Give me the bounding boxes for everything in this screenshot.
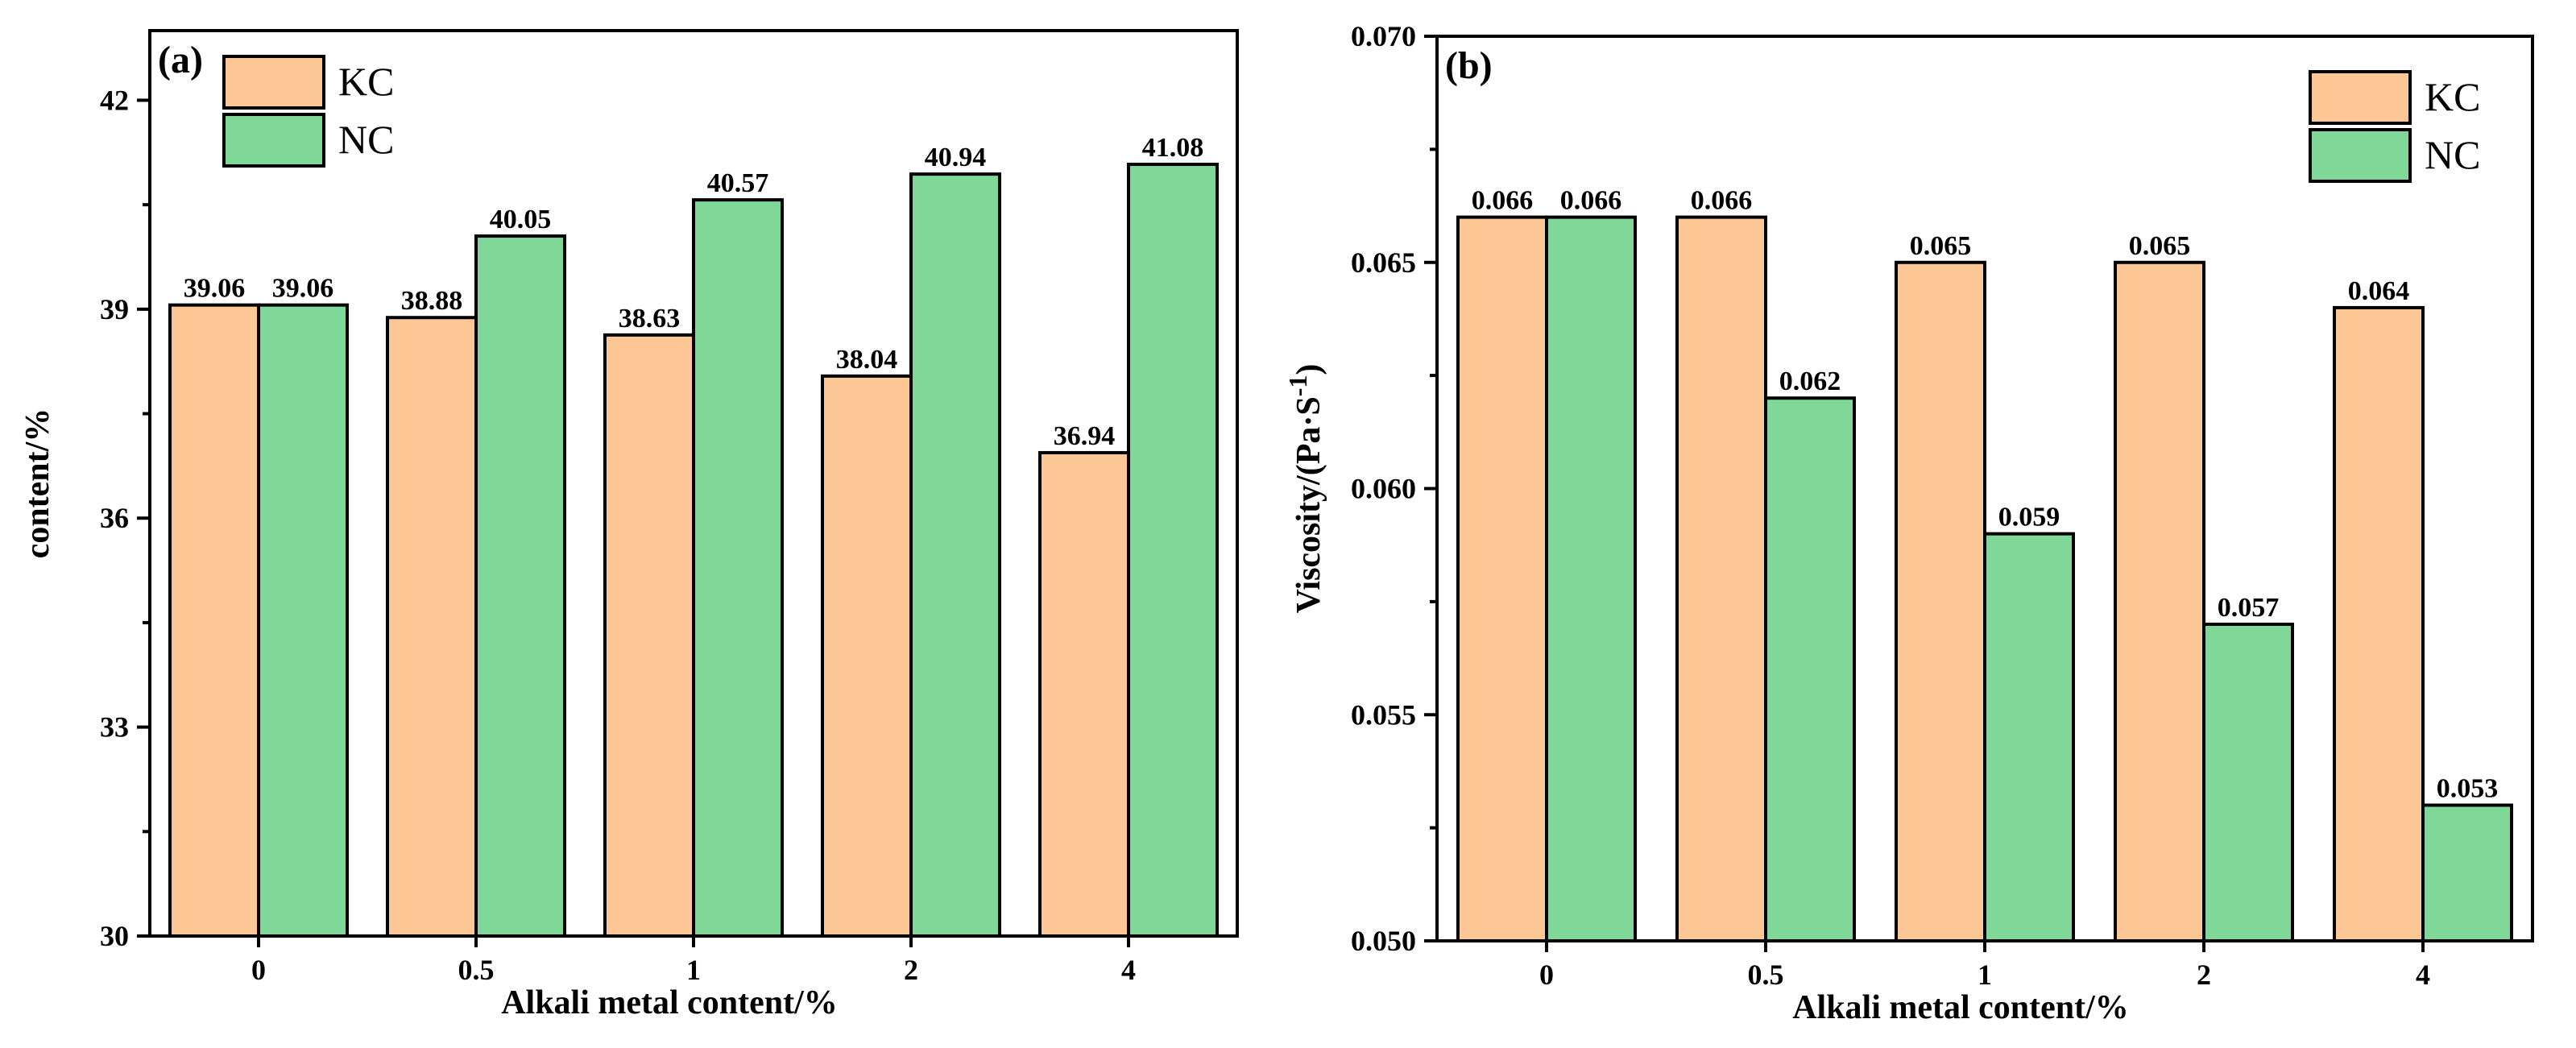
panel-label: (b) (1445, 44, 1493, 87)
x-tick-label: 0.5 (458, 954, 495, 986)
bar-nc-2 (2202, 622, 2294, 942)
bar-kc-1 (603, 333, 695, 938)
y-tick-label: 42 (100, 84, 129, 116)
x-tick-label: 0 (251, 954, 266, 986)
x-axis-title: Alkali metal content/% (501, 984, 838, 1021)
x-tick-label: 2 (2197, 959, 2211, 991)
bar-nc-0 (1545, 215, 1637, 943)
y-axis-title-close: ) (1290, 364, 1327, 375)
bar-nc-0.5 (1764, 396, 1856, 942)
y-tick-label: 0.060 (1351, 473, 1416, 505)
data-label-kc-2: 0.065 (2129, 231, 2191, 261)
data-label-nc-2: 40.94 (925, 143, 987, 172)
data-label-nc-0: 0.066 (1560, 186, 1622, 216)
bar-kc-4 (1038, 450, 1130, 938)
data-label-nc-1: 0.059 (1998, 503, 2060, 532)
data-label-nc-0.5: 0.062 (1779, 367, 1841, 396)
data-label-kc-1: 38.63 (619, 304, 681, 333)
data-label-nc-2: 0.057 (2218, 593, 2280, 623)
y-tick-label: 0.070 (1351, 20, 1416, 52)
chart-panel-b: 0.066 0.066 0.065 0.065 0.064 0.066 0.062 0.059… (1283, 20, 2534, 1026)
y-tick-label: 30 (100, 920, 129, 952)
bar-kc-0.5 (1675, 215, 1767, 943)
x-tick-label: 4 (1121, 954, 1136, 986)
data-label-kc-4: 0.064 (2348, 276, 2410, 306)
y-tick-label: 0.065 (1351, 246, 1416, 279)
legend-swatch-kc (2309, 70, 2412, 125)
bar-nc-2 (909, 172, 1001, 938)
panel-label: (a) (158, 39, 203, 81)
bar-kc-0 (168, 303, 260, 938)
bar-nc-0 (257, 303, 349, 938)
data-label-nc-4: 41.08 (1142, 133, 1204, 163)
bar-kc-0 (1456, 215, 1548, 943)
legend-label-kc: KC (338, 59, 394, 104)
data-label-kc-0.5: 38.88 (401, 286, 463, 316)
legend-swatch-nc (2309, 128, 2412, 183)
bar-kc-4 (2333, 305, 2425, 942)
y-tick-label: 0.050 (1351, 925, 1416, 957)
bar-nc-0.5 (474, 234, 566, 938)
legend-swatch-kc (222, 55, 325, 110)
legend-label-kc: KC (2425, 74, 2480, 119)
y-axis-title: content/% (19, 408, 56, 559)
y-axis-title-main: Viscosity/(Pa·S (1290, 396, 1327, 613)
legend-swatch-nc (222, 113, 325, 168)
data-label-kc-1: 0.065 (1910, 231, 1972, 261)
data-label-nc-0.5: 40.05 (490, 205, 552, 234)
bar-kc-1 (1895, 260, 1986, 942)
bar-nc-1 (692, 198, 784, 938)
bar-kc-2 (821, 374, 913, 938)
data-label-kc-0: 39.06 (184, 274, 246, 304)
bar-nc-4 (1127, 163, 1219, 938)
bar-kc-2 (2114, 260, 2205, 942)
data-label-kc-0.5: 0.066 (1691, 186, 1753, 216)
data-label-nc-0: 39.06 (272, 274, 334, 304)
y-tick-label: 36 (100, 502, 129, 534)
x-tick-label: 1 (1978, 959, 1992, 991)
y-axis-title-superscript: -1 (1283, 375, 1312, 397)
data-label-kc-0: 0.066 (1472, 186, 1534, 216)
y-tick-label: 0.055 (1351, 698, 1416, 731)
x-axis-title: Alkali metal content/% (1792, 989, 2129, 1026)
x-tick-label: 1 (686, 954, 701, 986)
y-axis-title: Viscosity/(Pa·S-1) (1283, 364, 1327, 614)
data-label-kc-4: 36.94 (1054, 421, 1116, 451)
chart-panel-a: 39.06 38.88 38.63 38.04 36.94 39.06 40.05 40.57… (19, 29, 1239, 1021)
y-tick-label: 33 (100, 711, 129, 744)
legend-label-nc: NC (2425, 132, 2480, 177)
bar-nc-4 (2421, 803, 2513, 942)
data-label-kc-2: 38.04 (836, 345, 898, 375)
bar-kc-0.5 (386, 316, 478, 938)
x-tick-label: 4 (2416, 959, 2430, 991)
legend-label-nc: NC (338, 117, 394, 162)
x-tick-label: 2 (904, 954, 918, 986)
y-tick-label: 39 (100, 293, 129, 325)
data-label-nc-1: 40.57 (707, 168, 769, 198)
x-tick-label: 0.5 (1748, 959, 1784, 991)
data-label-nc-4: 0.053 (2437, 774, 2499, 804)
x-tick-label: 0 (1539, 959, 1554, 991)
bar-nc-1 (1983, 532, 2075, 943)
